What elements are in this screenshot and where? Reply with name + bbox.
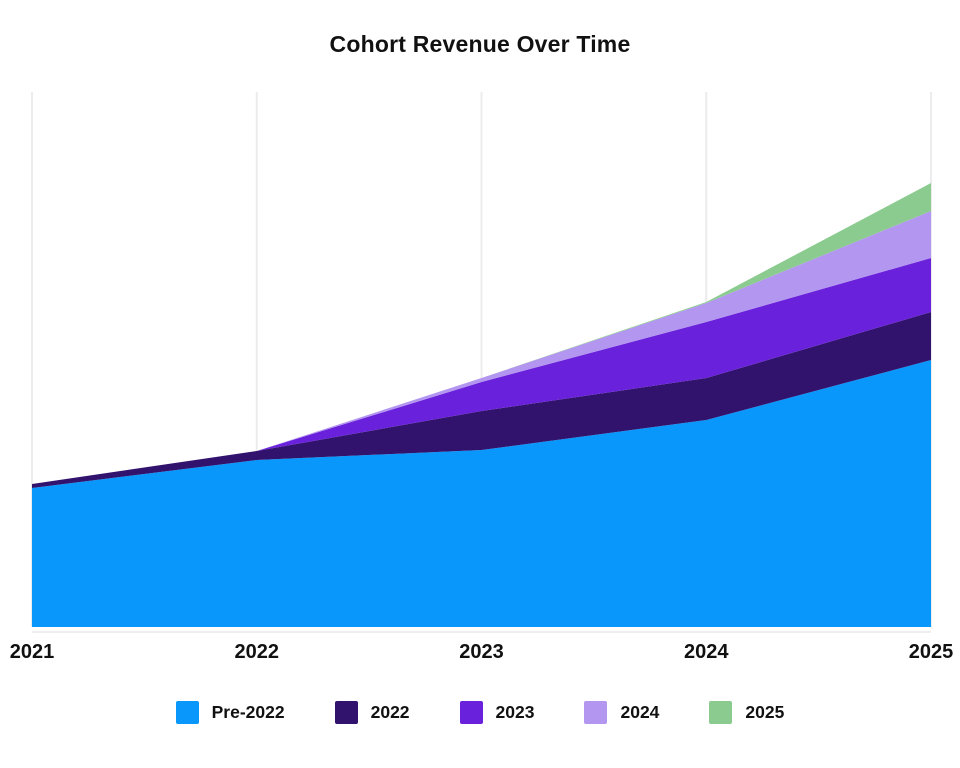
legend-label: 2022 bbox=[370, 702, 410, 722]
legend-label: 2025 bbox=[745, 702, 785, 722]
x-tick-label-2024: 2024 bbox=[684, 641, 729, 663]
x-tick-label-2023: 2023 bbox=[459, 641, 504, 663]
legend-item-2022: 2022 bbox=[334, 701, 410, 724]
area-series-pre-2022 bbox=[32, 360, 931, 627]
legend-swatch-icon bbox=[459, 701, 483, 724]
legend-swatch-icon bbox=[175, 701, 199, 724]
legend-item-pre-2022: Pre-2022 bbox=[175, 701, 285, 724]
legend-swatch-icon bbox=[709, 701, 733, 724]
x-tick-label-2025: 2025 bbox=[908, 641, 954, 663]
chart-legend: Pre-2022 2022 2023 2024 2025 bbox=[0, 701, 960, 724]
chart-title: Cohort Revenue Over Time bbox=[329, 31, 631, 57]
legend-swatch-icon bbox=[584, 701, 608, 724]
area-series-2022 bbox=[32, 312, 931, 488]
legend-label: 2023 bbox=[495, 702, 535, 722]
legend-item-2025: 2025 bbox=[709, 701, 784, 724]
legend-label: Pre-2022 bbox=[211, 702, 285, 722]
legend-label: 2024 bbox=[620, 702, 660, 722]
legend-item-2024: 2024 bbox=[584, 701, 659, 724]
legend-swatch-icon bbox=[334, 701, 358, 724]
x-tick-label-2021: 2021 bbox=[9, 641, 55, 663]
x-tick-label-2022: 2022 bbox=[234, 641, 280, 663]
legend-item-2023: 2023 bbox=[459, 701, 535, 724]
